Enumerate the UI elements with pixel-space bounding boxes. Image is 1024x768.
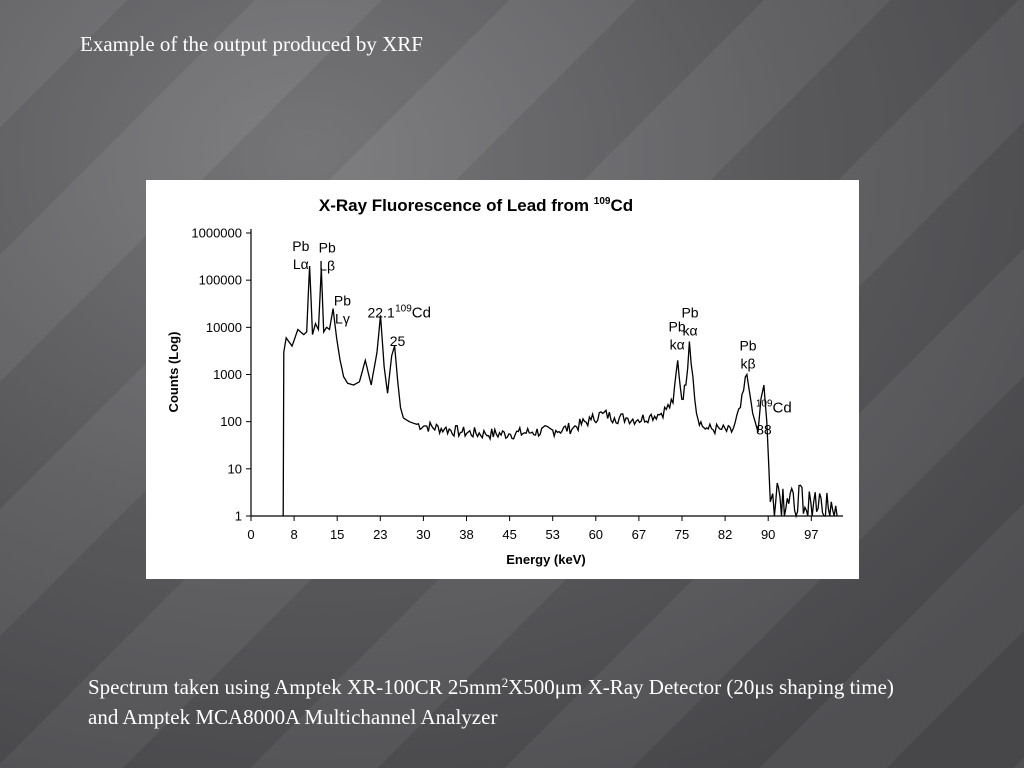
chart-card: X-Ray Fluorescence of Lead from 109Cd Co… [146,180,859,579]
chart-title: X-Ray Fluorescence of Lead from 109Cd [319,196,633,215]
annotation-text: kα [670,337,685,353]
annotation-text: kβ [741,356,756,372]
annotation-text: 25 [390,333,406,349]
x-tick-label: 0 [247,527,254,542]
y-tick-label: 1000000 [191,226,242,241]
y-tick-label: 1 [235,509,242,524]
x-tick-label: 45 [502,527,516,542]
y-tick-label: 100000 [199,273,242,288]
xrf-spectrum-chart: X-Ray Fluorescence of Lead from 109Cd Co… [166,196,843,567]
annotation-text: kα [682,323,697,339]
x-tick-label: 75 [675,527,689,542]
caption-text-2: X500μm X-Ray Detector (20μs shaping time… [88,675,894,729]
peak-annotation: 25 [390,333,406,349]
y-tick-label: 10 [228,461,242,476]
peak-annotation: Pb kα [681,305,698,339]
x-tick-label: 38 [459,527,473,542]
annotation-text: Pb [669,319,686,335]
annotation-text: Pb [292,238,309,254]
annotation-text: Pb [319,239,336,255]
y-tick-label: 1000 [213,367,242,382]
x-axis-label: Energy (keV) [506,552,585,567]
x-tick-label: 90 [761,527,775,542]
peak-annotation: 22.1 109Cd [367,304,431,322]
x-tick-label: 82 [718,527,732,542]
spectrum-trace [282,265,838,519]
x-tick-label: 53 [545,527,559,542]
annotation-text: Pb [334,292,351,308]
x-tick-label: 8 [290,527,297,542]
peak-annotation: Pb Lα [292,238,309,272]
y-tick-label: 10000 [206,320,242,335]
annotation-cd: 109Cd [395,304,431,322]
x-tick-label: 97 [804,527,818,542]
x-tick-label: 23 [373,527,387,542]
y-tick-label: 100 [220,414,242,429]
caption-superscript: 2 [501,675,509,690]
annotation-text: Lβ [319,257,335,273]
annotation-text: Pb [739,338,756,354]
peak-annotation: Pb Lγ [334,292,351,326]
annotation-cd: 109Cd [756,398,792,416]
caption-text-1: Spectrum taken using Amptek XR-100CR 25m… [88,675,502,699]
annotation-text: Lγ [335,310,350,326]
peak-annotation: Pb Lβ [319,239,336,273]
slide-caption: Spectrum taken using Amptek XR-100CR 25m… [88,672,908,732]
y-axis-label: Counts (Log) [166,332,181,413]
peak-annotation: Pb kβ [739,338,756,372]
annotation-text: 22.1 [367,305,394,321]
x-tick-label: 67 [632,527,646,542]
peak-annotation: Pb kα [669,319,686,353]
annotation-text: Lα [293,256,309,272]
x-tick-label: 15 [330,527,344,542]
x-tick-label: 30 [416,527,430,542]
annotation-text: Pb [681,305,698,321]
x-tick-label: 60 [589,527,603,542]
slide-title: Example of the output produced by XRF [80,32,423,56]
